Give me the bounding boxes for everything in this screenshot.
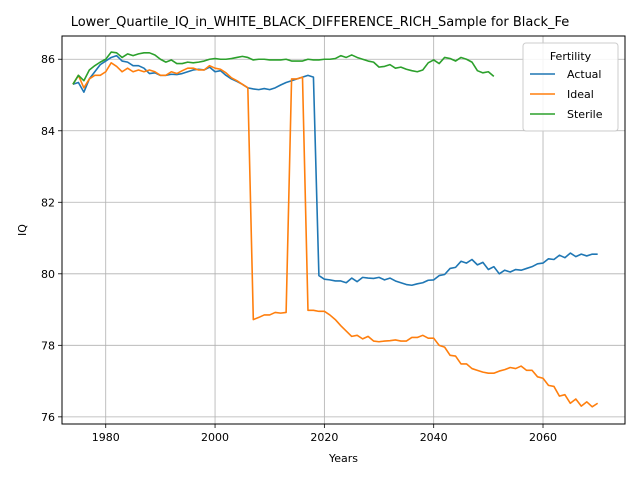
legend-box xyxy=(522,42,619,132)
y-tick-label: 86 xyxy=(41,53,55,66)
y-tick-label: 80 xyxy=(41,268,55,281)
y-tick-label: 84 xyxy=(41,125,55,138)
x-axis: 1980 2000 2020 2040 2060 xyxy=(92,424,557,444)
y-tick-label: 76 xyxy=(41,411,55,424)
plot-frame xyxy=(61,35,626,425)
series-line-sterile xyxy=(72,51,495,85)
y-axis: 76 78 80 82 84 86 xyxy=(41,53,62,424)
series-line-ideal xyxy=(72,62,599,408)
x-axis-label: Years xyxy=(328,452,358,465)
legend-label-actual: Actual xyxy=(567,68,601,81)
y-tick-label: 82 xyxy=(41,196,55,209)
legend-title: Fertility xyxy=(550,50,592,63)
x-tick-label: 1980 xyxy=(92,431,120,444)
y-axis-label: IQ xyxy=(16,224,29,236)
x-tick-label: 2000 xyxy=(201,431,229,444)
legend-label-sterile: Sterile xyxy=(567,108,603,121)
y-tick-label: 78 xyxy=(41,339,55,352)
x-tick-label: 2020 xyxy=(310,431,338,444)
series-layer xyxy=(72,51,599,408)
x-tick-label: 2060 xyxy=(529,431,557,444)
chart-title: Lower_Quartile_IQ_in_WHITE_BLACK_DIFFERE… xyxy=(71,15,570,30)
legend: Fertility Actual Ideal Sterile xyxy=(522,42,619,132)
x-tick-label: 2040 xyxy=(420,431,448,444)
legend-label-ideal: Ideal xyxy=(567,88,594,101)
